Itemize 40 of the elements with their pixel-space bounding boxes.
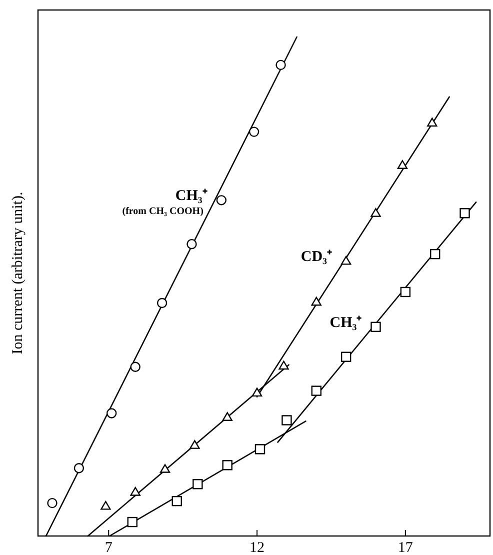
point	[460, 208, 470, 218]
point	[340, 256, 352, 265]
point	[278, 360, 289, 370]
point	[311, 296, 322, 306]
point	[427, 118, 438, 127]
point	[276, 60, 286, 70]
point	[254, 444, 266, 454]
point	[106, 408, 117, 418]
point	[400, 286, 411, 298]
point	[370, 322, 381, 332]
point	[252, 388, 262, 397]
point	[47, 498, 58, 508]
series-label: CH₃⁺	[330, 314, 362, 331]
y-axis-title: Ion current (arbitrary unit).	[10, 192, 26, 354]
x-tick-label: 17	[398, 540, 414, 555]
annotation: (from CH₃ COOH)	[122, 206, 204, 218]
point	[172, 496, 182, 506]
point	[222, 412, 232, 421]
point	[130, 362, 140, 372]
x-tick-label: 12	[250, 540, 265, 555]
point	[370, 208, 381, 217]
point	[100, 500, 111, 510]
point	[311, 386, 322, 396]
x-tick-label: 7	[104, 540, 113, 555]
point	[74, 463, 84, 474]
point	[216, 195, 227, 206]
point	[340, 352, 352, 362]
point	[186, 238, 197, 250]
point	[160, 464, 170, 473]
point	[430, 248, 440, 260]
point	[156, 298, 168, 308]
point	[192, 479, 203, 490]
series-label: CD₃⁺	[300, 249, 332, 266]
point	[222, 460, 232, 470]
point	[190, 440, 200, 449]
point	[282, 415, 292, 426]
series-label: CH₃⁺	[175, 188, 208, 204]
point	[397, 160, 408, 169]
point	[127, 516, 138, 528]
point	[130, 486, 140, 496]
